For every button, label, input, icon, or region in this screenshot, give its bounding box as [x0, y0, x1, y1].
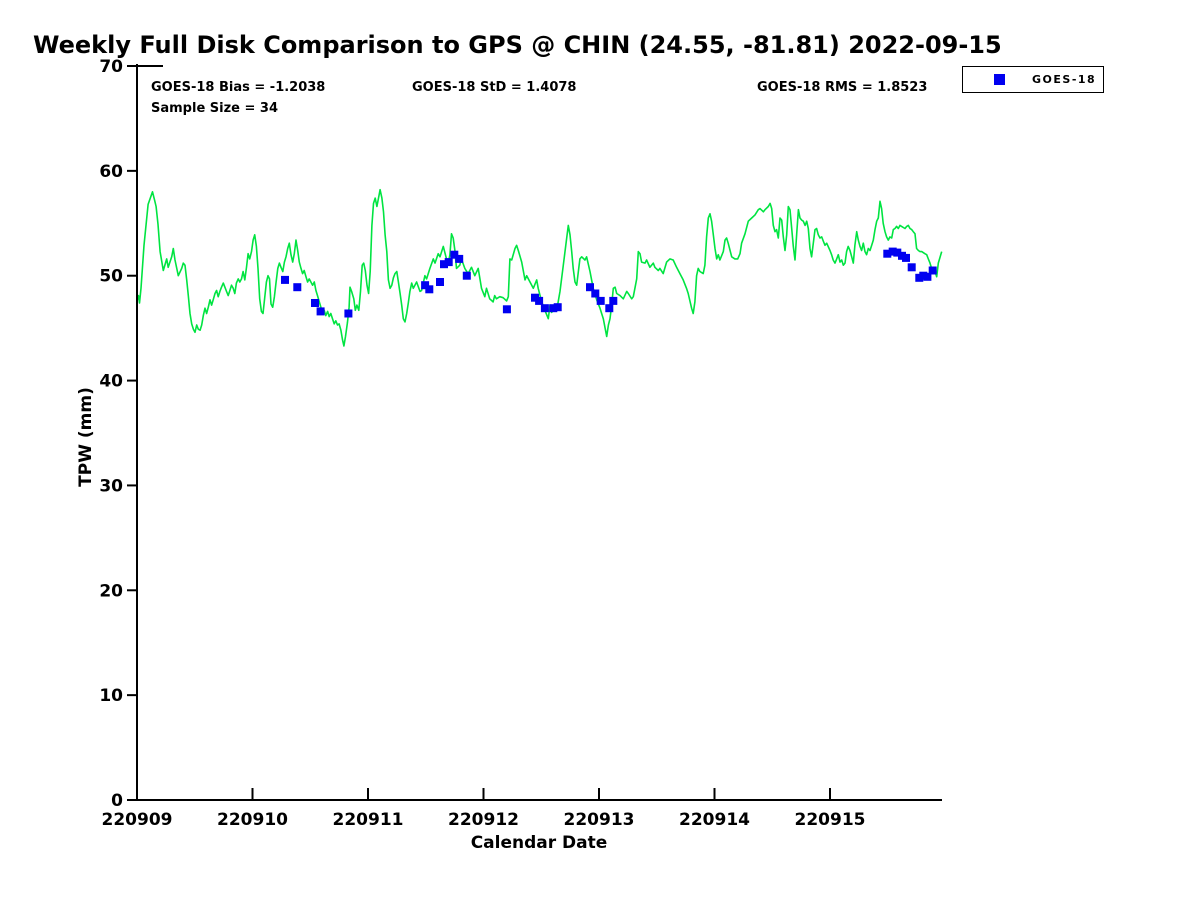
goes18-marker — [455, 254, 464, 263]
y-tick-label: 10 — [99, 686, 123, 706]
y-tick-label: 20 — [99, 581, 123, 601]
goes18-marker — [907, 263, 916, 272]
x-tick-label: 220915 — [795, 810, 866, 830]
goes18-marker — [311, 299, 319, 307]
goes18-marker — [540, 304, 549, 313]
goes18-marker — [591, 289, 600, 298]
goes18-marker — [531, 293, 539, 302]
y-tick-label: 30 — [99, 476, 123, 496]
goes18-marker — [609, 296, 618, 305]
goes18-marker — [502, 305, 511, 314]
x-tick-label: 220910 — [217, 810, 288, 830]
goes18-marker — [450, 250, 459, 259]
goes18-marker — [462, 271, 471, 280]
goes18-marker — [919, 271, 928, 280]
x-axis-title: Calendar Date — [470, 833, 608, 853]
legend: GOES-18 — [962, 66, 1104, 93]
goes18-marker — [928, 266, 937, 275]
y-tick-label: 40 — [99, 372, 123, 392]
goes18-marker — [923, 272, 932, 281]
stat-rms-text: GOES-18 RMS = 1.8523 — [757, 80, 928, 95]
goes18-marker — [344, 309, 353, 318]
goes18-marker — [888, 247, 897, 256]
goes18-marker — [605, 304, 614, 313]
goes18-marker — [902, 253, 910, 262]
goes18-marker — [596, 296, 605, 305]
legend-label: GOES-18 — [1032, 73, 1097, 86]
y-tick-label: 70 — [99, 57, 123, 77]
goes18-marker — [586, 283, 594, 292]
x-tick-label: 220912 — [448, 810, 519, 830]
goes18-marker — [893, 248, 902, 257]
y-tick-label: 60 — [99, 162, 123, 182]
goes18-marker — [316, 307, 325, 316]
x-tick-label: 220913 — [564, 810, 635, 830]
stat-bias-text: GOES-18 Bias = -1.2038 — [151, 80, 326, 95]
goes18-marker — [421, 281, 430, 290]
goes18-marker — [444, 258, 453, 267]
goes18-marker — [281, 275, 289, 284]
stat-std-text: GOES-18 StD = 1.4078 — [412, 80, 577, 95]
legend-marker-square-icon — [994, 74, 1005, 85]
y-tick-label: 0 — [111, 791, 123, 811]
goes18-marker — [553, 303, 562, 312]
goes18-marker — [436, 278, 444, 286]
x-tick-label: 220914 — [679, 810, 750, 830]
x-tick-label: 220911 — [333, 810, 404, 830]
goes18-marker — [549, 304, 558, 313]
stat-sample-size-text: Sample Size = 34 — [151, 101, 279, 116]
green-line-series — [136, 188, 943, 347]
goes18-marker — [293, 283, 302, 292]
y-tick-label: 50 — [99, 267, 123, 287]
goes18-marker — [883, 249, 892, 258]
goes18-marker — [440, 260, 448, 269]
x-tick-label: 220909 — [102, 810, 173, 830]
goes18-marker — [535, 296, 544, 305]
goes18-marker — [425, 285, 434, 294]
chart-title: Weekly Full Disk Comparison to GPS @ CHI… — [33, 31, 1002, 59]
